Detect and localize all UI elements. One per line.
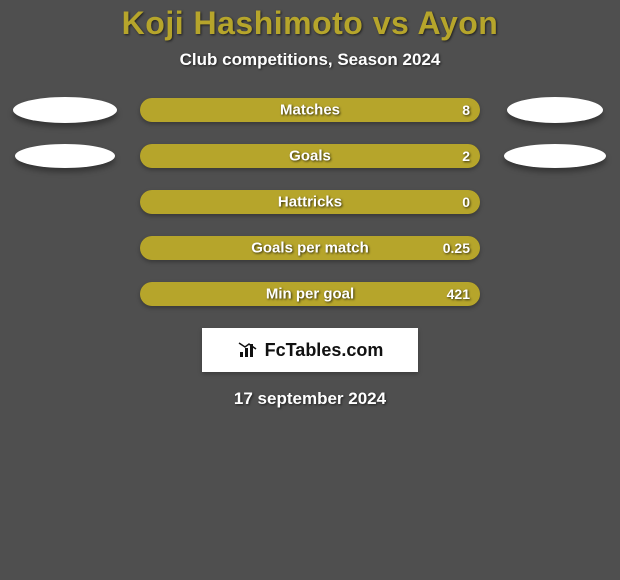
page-title: Koji Hashimoto vs Ayon — [0, 5, 620, 42]
brand-text: FcTables.com — [265, 340, 384, 361]
stat-bar: Goals 2 — [140, 144, 480, 168]
stat-value: 0.25 — [443, 240, 470, 256]
stat-label: Min per goal — [266, 286, 354, 303]
stat-label: Matches — [280, 102, 340, 119]
left-disk — [13, 97, 117, 123]
stats-rows: Matches 8 Goals 2 Hattricks 0 Goals per match 0… — [0, 98, 620, 306]
right-disk-col — [500, 97, 610, 123]
right-disk-col — [500, 144, 610, 168]
stat-label: Hattricks — [278, 194, 342, 211]
right-disk — [507, 97, 603, 123]
stat-bar: Min per goal 421 — [140, 282, 480, 306]
stat-bar: Matches 8 — [140, 98, 480, 122]
bar-chart-icon — [237, 341, 259, 359]
content: Koji Hashimoto vs Ayon Club competitions… — [0, 0, 620, 409]
left-disk — [15, 144, 115, 168]
right-disk — [504, 144, 606, 168]
left-disk-col — [10, 144, 120, 168]
stat-value: 0 — [462, 194, 470, 210]
stat-label: Goals per match — [251, 240, 369, 257]
brand-badge[interactable]: FcTables.com — [202, 328, 418, 372]
stat-row: Matches 8 — [0, 98, 620, 122]
stat-label: Goals — [289, 148, 331, 165]
stat-bar: Hattricks 0 — [140, 190, 480, 214]
stat-value: 8 — [462, 102, 470, 118]
stat-bar: Goals per match 0.25 — [140, 236, 480, 260]
stat-row: Hattricks 0 — [0, 190, 620, 214]
left-disk-col — [10, 97, 120, 123]
subtitle: Club competitions, Season 2024 — [0, 50, 620, 70]
stat-row: Goals 2 — [0, 144, 620, 168]
stat-row: Goals per match 0.25 — [0, 236, 620, 260]
stat-row: Min per goal 421 — [0, 282, 620, 306]
date-text: 17 september 2024 — [0, 389, 620, 409]
stat-value: 2 — [462, 148, 470, 164]
stat-value: 421 — [447, 286, 470, 302]
